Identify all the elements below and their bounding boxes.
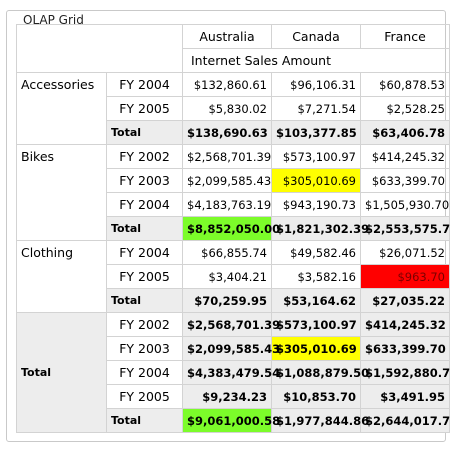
value-cell[interactable]: $26,071.52 — [360, 240, 450, 265]
year-cell[interactable]: FY 2004 — [106, 240, 183, 265]
row-header-clothing[interactable]: Clothing — [16, 240, 107, 313]
value-cell-highlighted-yellow[interactable]: $305,010.69 — [271, 168, 361, 193]
table-row: Clothing FY 2004 $66,855.74 $49,582.46 $… — [16, 240, 450, 313]
value-cell[interactable]: $943,190.73 — [271, 192, 361, 217]
row-header-accessories[interactable]: Accessories — [16, 72, 107, 145]
value-cell[interactable]: $4,183,763.19 — [182, 192, 272, 217]
subtotal-label[interactable]: Total — [106, 120, 183, 145]
subtotal-row: Total $138,690.63 $103,377.85 $63,406.78 — [17, 120, 450, 145]
row-header-bikes[interactable]: Bikes — [16, 144, 107, 241]
grand-total-cell[interactable]: $4,383,479.54 — [182, 360, 280, 385]
row-header-grand-total[interactable]: Total — [16, 312, 107, 433]
value-cell[interactable]: $60,878.53 — [360, 72, 450, 97]
table-row: FY 2003 $2,099,585.43 $305,010.69 $633,3… — [17, 168, 450, 193]
groupbox-title: OLAP Grid — [19, 13, 88, 27]
year-cell[interactable]: FY 2004 — [106, 360, 183, 385]
grand-total-cell[interactable]: $2,568,701.39 — [182, 312, 280, 337]
subtotal-cell[interactable]: $1,821,302.39 — [271, 216, 369, 241]
column-header-france[interactable]: France — [360, 24, 450, 49]
value-cell[interactable]: $573,100.97 — [271, 144, 361, 169]
grand-total-row: Total $9,061,000.58 $1,977,844.86 $2,644… — [17, 408, 451, 433]
subtotal-label[interactable]: Total — [106, 288, 183, 313]
grand-total-cell[interactable]: $2,644,017.71 — [360, 408, 451, 433]
value-cell[interactable]: $414,245.32 — [360, 144, 450, 169]
column-header-australia[interactable]: Australia — [182, 24, 272, 49]
grand-total-cell[interactable]: $633,399.70 — [360, 336, 450, 361]
table-row: FY 2004 $4,183,763.19 $943,190.73 $1,505… — [17, 192, 450, 217]
grand-total-cell-highlighted-green[interactable]: $9,061,000.58 — [182, 408, 280, 433]
measure-header[interactable]: Internet Sales Amount — [182, 48, 450, 73]
value-cell[interactable]: $7,271.54 — [271, 96, 361, 121]
table-row: FY 2005 $3,404.21 $3,582.16 $963.70 — [17, 264, 450, 289]
year-cell[interactable]: FY 2005 — [106, 264, 183, 289]
subtotal-cell[interactable]: $138,690.63 — [182, 120, 272, 145]
year-cell[interactable]: FY 2002 — [106, 312, 183, 337]
value-cell[interactable]: $2,099,585.43 — [182, 168, 272, 193]
value-cell[interactable]: $633,399.70 — [360, 168, 450, 193]
year-cell[interactable]: FY 2004 — [106, 192, 183, 217]
value-cell[interactable]: $1,505,930.70 — [360, 192, 450, 217]
grand-total-row: FY 2003 $2,099,585.43 $305,010.69 $633,3… — [17, 336, 450, 361]
subtotal-cell[interactable]: $2,553,575.71 — [360, 216, 451, 241]
corner-cell — [16, 24, 183, 73]
grand-total-cell[interactable]: $573,100.97 — [271, 312, 361, 337]
subtotal-cell-highlighted-green[interactable]: $8,852,050.00 — [182, 216, 280, 241]
grand-total-cell[interactable]: $10,853.70 — [271, 384, 361, 409]
grand-total-cell[interactable]: $2,099,585.43 — [182, 336, 280, 361]
table-row: Bikes FY 2002 $2,568,701.39 $573,100.97 … — [16, 144, 450, 241]
value-cell[interactable]: $96,106.31 — [271, 72, 361, 97]
grand-total-cell[interactable]: $9,234.23 — [182, 384, 272, 409]
grand-total-cell[interactable]: $3,491.95 — [360, 384, 450, 409]
year-cell[interactable]: FY 2003 — [106, 336, 183, 361]
grand-total-label[interactable]: Total — [106, 408, 183, 433]
value-cell[interactable]: $3,582.16 — [271, 264, 361, 289]
year-cell[interactable]: FY 2005 — [106, 384, 183, 409]
year-cell[interactable]: FY 2005 — [106, 96, 183, 121]
subtotal-cell[interactable]: $63,406.78 — [360, 120, 450, 145]
grand-total-cell[interactable]: $1,592,880.75 — [360, 360, 451, 385]
year-cell[interactable]: FY 2003 — [106, 168, 183, 193]
table-row: FY 2005 $5,830.02 $7,271.54 $2,528.25 — [17, 96, 450, 121]
subtotal-cell[interactable]: $103,377.85 — [271, 120, 361, 145]
grand-total-cell[interactable]: $1,977,844.86 — [271, 408, 369, 433]
olap-pivot-grid[interactable]: Australia Canada France Internet Sales A… — [16, 24, 451, 433]
year-cell[interactable]: FY 2004 — [106, 72, 183, 97]
table-row: Accessories FY 2004 $132,860.61 $96,106.… — [16, 72, 450, 145]
value-cell[interactable]: $2,528.25 — [360, 96, 450, 121]
grand-total-cell[interactable]: $414,245.32 — [360, 312, 450, 337]
value-cell[interactable]: $3,404.21 — [182, 264, 272, 289]
column-header-row: Australia Canada France — [16, 24, 450, 73]
grand-total-cell-highlighted-yellow[interactable]: $305,010.69 — [271, 336, 361, 361]
value-cell[interactable]: $5,830.02 — [182, 96, 272, 121]
grand-total-row: FY 2005 $9,234.23 $10,853.70 $3,491.95 — [17, 384, 450, 409]
value-cell[interactable]: $49,582.46 — [271, 240, 361, 265]
grand-total-row: Total FY 2002 $2,568,701.39 $573,100.97 … — [16, 312, 450, 433]
column-header-canada[interactable]: Canada — [271, 24, 361, 49]
subtotal-cell[interactable]: $27,035.22 — [360, 288, 450, 313]
value-cell[interactable]: $66,855.74 — [182, 240, 272, 265]
subtotal-cell[interactable]: $70,259.95 — [182, 288, 272, 313]
value-cell-highlighted-red[interactable]: $963.70 — [360, 264, 450, 289]
subtotal-cell[interactable]: $53,164.62 — [271, 288, 361, 313]
year-cell[interactable]: FY 2002 — [106, 144, 183, 169]
value-cell[interactable]: $2,568,701.39 — [182, 144, 272, 169]
subtotal-label[interactable]: Total — [106, 216, 183, 241]
value-cell[interactable]: $132,860.61 — [182, 72, 272, 97]
grand-total-row: FY 2004 $4,383,479.54 $1,088,879.50 $1,5… — [17, 360, 451, 385]
grand-total-cell[interactable]: $1,088,879.50 — [271, 360, 369, 385]
